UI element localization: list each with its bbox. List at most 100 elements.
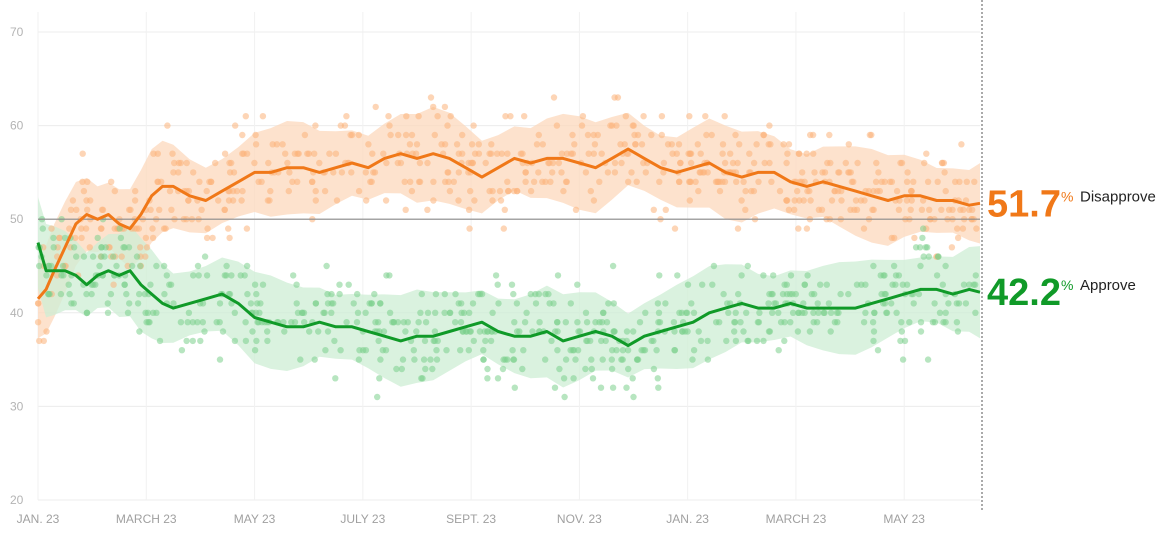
poll-point — [196, 178, 203, 185]
poll-point — [441, 103, 449, 111]
poll-point — [926, 206, 933, 213]
poll-point — [535, 131, 542, 139]
poll-point — [137, 244, 144, 251]
poll-point — [804, 272, 811, 279]
poll-point — [576, 328, 584, 335]
poll-point — [808, 290, 815, 298]
poll-point — [929, 319, 937, 326]
poll-point — [768, 178, 775, 185]
poll-point — [957, 206, 964, 213]
poll-point — [321, 309, 328, 316]
poll-point — [735, 290, 742, 298]
poll-point — [36, 337, 43, 345]
poll-point — [107, 290, 115, 298]
poll-point — [466, 309, 473, 316]
poll-point — [866, 131, 874, 139]
poll-point — [904, 169, 911, 176]
poll-point — [765, 300, 772, 307]
poll-point — [823, 281, 830, 288]
poll-point — [750, 159, 758, 167]
poll-point — [416, 159, 424, 167]
poll-point — [915, 290, 923, 298]
poll-point — [67, 206, 75, 213]
poll-point — [628, 169, 635, 176]
poll-point — [380, 150, 387, 157]
poll-point — [156, 206, 163, 213]
poll-point — [143, 244, 151, 251]
poll-point — [787, 272, 795, 279]
poll-point — [686, 178, 694, 185]
poll-point — [560, 187, 567, 195]
poll-point — [625, 365, 632, 373]
poll-point — [608, 122, 616, 129]
poll-point — [66, 225, 73, 232]
poll-point — [374, 393, 381, 401]
poll-point — [433, 356, 441, 363]
poll-point — [168, 206, 175, 213]
poll-point — [554, 347, 561, 354]
poll-point — [411, 356, 418, 363]
poll-point — [596, 178, 603, 185]
poll-point — [582, 169, 590, 176]
poll-point — [791, 206, 798, 213]
poll-point — [582, 365, 589, 373]
poll-point — [376, 375, 383, 382]
poll-point — [233, 187, 241, 195]
poll-point — [265, 159, 272, 167]
poll-point — [780, 141, 787, 148]
poll-point — [899, 356, 907, 363]
poll-point — [460, 309, 468, 316]
poll-point — [850, 178, 857, 185]
poll-point — [791, 197, 798, 204]
poll-point — [189, 319, 196, 326]
poll-point — [312, 197, 319, 204]
poll-point — [686, 197, 693, 204]
poll-point — [484, 365, 491, 373]
trend-lines-layer — [36, 147, 981, 348]
poll-point — [312, 300, 319, 307]
poll-point — [678, 328, 686, 335]
poll-point — [204, 225, 211, 232]
x-tick-label: MARCH 23 — [116, 512, 177, 526]
poll-point — [588, 356, 595, 363]
poll-point — [766, 122, 773, 129]
poll-point — [489, 187, 496, 195]
poll-point — [634, 356, 641, 363]
poll-point — [567, 300, 574, 307]
poll-point — [539, 141, 546, 148]
poll-point — [402, 328, 409, 335]
poll-point — [660, 169, 667, 176]
poll-point — [70, 244, 78, 251]
poll-point — [455, 197, 462, 204]
approve-label: Approve — [1080, 277, 1136, 294]
poll-point — [330, 169, 337, 176]
poll-point — [50, 244, 57, 251]
poll-point — [66, 290, 73, 298]
poll-point — [860, 319, 868, 326]
poll-point — [429, 365, 436, 373]
poll-point — [529, 328, 536, 335]
poll-point — [46, 290, 53, 298]
poll-point — [567, 150, 575, 157]
poll-point — [469, 159, 476, 167]
poll-point — [629, 375, 636, 382]
poll-point — [870, 337, 877, 345]
poll-point — [366, 300, 373, 307]
poll-point — [668, 141, 675, 148]
poll-point — [704, 356, 712, 363]
poll-point — [415, 178, 423, 185]
poll-point — [842, 159, 849, 167]
poll-point — [578, 122, 586, 129]
poll-point — [702, 113, 709, 120]
poll-point — [539, 178, 546, 185]
trend-line-disapprove — [36, 147, 981, 300]
poll-point — [291, 319, 299, 326]
poll-point — [590, 197, 598, 204]
poll-point — [799, 169, 806, 176]
poll-point — [504, 178, 511, 185]
poll-point — [656, 319, 664, 326]
poll-point — [611, 169, 619, 176]
poll-point — [650, 206, 657, 213]
poll-point — [133, 253, 141, 260]
poll-point — [80, 187, 88, 195]
